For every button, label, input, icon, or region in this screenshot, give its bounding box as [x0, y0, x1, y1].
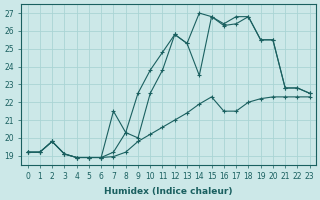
X-axis label: Humidex (Indice chaleur): Humidex (Indice chaleur): [104, 187, 233, 196]
